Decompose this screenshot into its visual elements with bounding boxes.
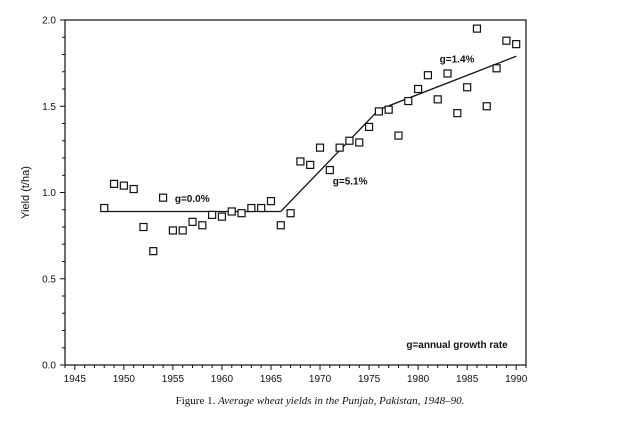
data-point: [502, 36, 511, 45]
data-point: [335, 143, 344, 152]
x-tick-label: 1980: [407, 374, 430, 385]
x-tick-label: 1975: [358, 374, 381, 385]
data-point: [414, 84, 423, 94]
annotation-label: g=5.1%: [333, 177, 368, 188]
data-point: [217, 212, 227, 221]
data-point: [355, 138, 364, 147]
data-point: [266, 197, 276, 206]
data-point: [384, 105, 393, 114]
data-point: [168, 226, 177, 235]
data-point: [257, 203, 266, 213]
x-tick-label: 1965: [260, 374, 283, 385]
data-point: [364, 122, 374, 132]
data-point: [433, 95, 442, 104]
data-point: [149, 247, 158, 256]
data-point: [178, 226, 187, 235]
data-point: [188, 217, 197, 226]
data-point: [109, 179, 119, 188]
caption-prefix: Figure 1.: [175, 395, 216, 407]
data-point: [492, 64, 501, 73]
y-tick-label: 1.5: [42, 102, 56, 113]
data-point: [129, 184, 138, 194]
y-tick-label: 0.5: [42, 274, 56, 285]
y-tick-label: 0.0: [42, 361, 56, 372]
data-point: [119, 181, 128, 190]
wheat-yield-chart: 1945 1950 1955 1960 1965 1970 1975 1980 1985 1990…: [20, 16, 528, 386]
y-tick-label: 2.0: [42, 16, 56, 27]
x-tick-label: 1950: [113, 374, 136, 385]
data-point: [286, 209, 295, 218]
data-point: [482, 102, 491, 111]
data-point: [345, 136, 354, 145]
annotation-label: g=0.0%: [175, 194, 210, 205]
y-axis-label: Yield (t/ha): [20, 166, 32, 219]
data-point: [306, 160, 315, 169]
x-axis: 1945 1950 1955 1960 1965 1970 1975 1980 1985 1990: [64, 365, 528, 385]
data-point: [512, 40, 521, 49]
annotation-label: g=1.4%: [440, 54, 475, 65]
trend-lines: [104, 55, 517, 213]
x-tick-label: 1955: [162, 374, 185, 385]
data-point: [276, 221, 285, 230]
y-tick-label: 1.0: [42, 188, 56, 199]
data-point: [198, 221, 207, 230]
annotation-label: g=annual growth rate: [406, 340, 508, 351]
data-point: [374, 107, 383, 116]
data-point: [443, 69, 452, 78]
trend-segment: [280, 109, 380, 212]
data-point: [404, 96, 413, 106]
data-point: [227, 207, 236, 216]
data-point: [423, 71, 433, 80]
data-point: [472, 24, 482, 33]
data-point: [237, 209, 246, 218]
x-tick-label: 1990: [505, 374, 528, 385]
data-point: [247, 203, 256, 213]
y-axis: 0.0 0.5 1.0 1.5 2.0: [42, 16, 65, 372]
data-point: [100, 203, 109, 213]
data-point: [296, 157, 305, 166]
data-point: [315, 143, 325, 152]
data-point: [453, 109, 462, 118]
x-tick-label: 1945: [64, 374, 87, 385]
x-tick-label: 1970: [309, 374, 332, 385]
x-tick-label: 1985: [456, 374, 479, 385]
data-point: [158, 193, 168, 202]
figure-caption: Figure 1. Average wheat yields in the Pu…: [0, 395, 640, 407]
data-point: [394, 131, 403, 140]
x-tick-label: 1960: [211, 374, 234, 385]
data-point: [463, 83, 472, 92]
annotations: g=0.0% g=5.1% g=1.4% g=annual growth rate: [175, 54, 508, 350]
data-points: [100, 24, 521, 256]
data-point: [139, 222, 148, 232]
data-point: [208, 210, 217, 220]
data-point: [325, 165, 334, 175]
caption-text: Average wheat yields in the Punjab, Paki…: [218, 395, 465, 407]
